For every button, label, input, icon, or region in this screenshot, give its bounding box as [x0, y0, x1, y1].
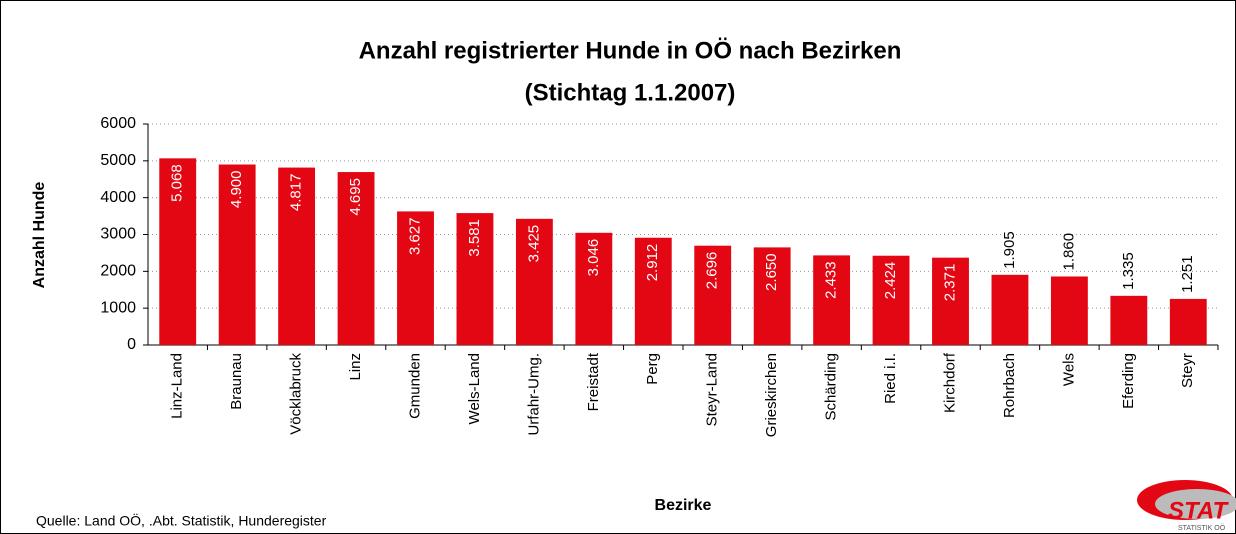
bar	[218, 164, 256, 345]
chart-subtitle: (Stichtag 1.1.2007)	[525, 79, 736, 106]
x-tick-label: Kirchdorf	[941, 352, 958, 413]
x-tick-label: Freistadt	[585, 352, 602, 411]
value-label: 2.696	[704, 252, 721, 290]
y-tick-label: 0	[127, 336, 136, 353]
logo: STAT STATISTIK OÖ	[1137, 480, 1236, 532]
value-label: 2.912	[644, 244, 661, 282]
bar	[694, 245, 732, 345]
y-tick-label: 1000	[100, 299, 136, 316]
chart-title: Anzahl registrierter Hunde in OÖ nach Be…	[359, 37, 902, 64]
value-label: 3.581	[466, 219, 483, 257]
y-tick-label: 2000	[100, 263, 136, 280]
value-label: 2.433	[823, 261, 840, 299]
value-label: 4.695	[347, 178, 364, 216]
logo-text: STAT	[1168, 497, 1229, 524]
bar	[1050, 276, 1088, 345]
bar	[515, 218, 553, 345]
bar	[932, 257, 969, 345]
bar	[1169, 298, 1207, 345]
bar	[278, 167, 316, 345]
x-tick-label: Gmunden	[406, 353, 423, 419]
bar	[159, 158, 197, 345]
logo-swoosh-inner	[1155, 489, 1236, 519]
value-label: 1.335	[1120, 252, 1137, 290]
logo-subtext: STATISTIK OÖ	[1178, 524, 1226, 532]
x-tick-label: Wels	[1060, 353, 1077, 386]
value-label: 3.425	[525, 225, 542, 263]
x-tick-label: Linz	[347, 353, 364, 381]
y-tick-label: 4000	[100, 189, 136, 206]
value-label: 2.371	[941, 264, 958, 302]
x-tick-label: Ried i.I.	[882, 353, 899, 404]
source-note: Quelle: Land OÖ, .Abt. Statistik, Hunder…	[36, 512, 327, 529]
value-label: 2.424	[882, 262, 899, 300]
x-tick-label: Wels-Land	[466, 353, 483, 424]
x-axis-label: Bezirke	[655, 497, 712, 514]
bar	[397, 211, 434, 345]
bar	[872, 255, 910, 345]
value-label: 2.650	[763, 253, 780, 291]
bar	[575, 232, 613, 345]
x-tick-label: Rohrbach	[1001, 353, 1018, 418]
bar	[991, 274, 1029, 345]
value-label: 1.860	[1060, 233, 1077, 271]
bar	[634, 237, 672, 345]
value-label: 3.046	[585, 239, 602, 277]
x-tick-label: Braunau	[228, 353, 245, 410]
value-label: 5.068	[169, 164, 186, 202]
x-tick-label: Linz-Land	[169, 353, 186, 419]
value-label: 4.817	[288, 174, 305, 212]
x-tick-label: Vöcklabruck	[288, 353, 305, 435]
bar	[813, 255, 851, 345]
bar	[337, 172, 375, 345]
bar	[456, 213, 494, 345]
y-tick-label: 5000	[100, 152, 136, 169]
x-tick-label: Steyr-Land	[704, 353, 721, 426]
x-tick-label: Urfahr-Umg.	[525, 353, 542, 436]
x-tick-label: Eferding	[1120, 353, 1137, 409]
value-label: 3.627	[406, 217, 423, 255]
y-tick-label: 3000	[100, 226, 136, 243]
y-tick-label: 6000	[100, 115, 136, 132]
x-tick-label: Steyr	[1179, 353, 1196, 388]
value-label: 4.900	[228, 171, 245, 209]
bar	[753, 247, 791, 345]
value-label: 1.251	[1179, 255, 1196, 293]
bar	[1110, 295, 1148, 345]
y-axis-label: Anzahl Hunde	[31, 182, 48, 289]
x-tick-label: Schärding	[823, 353, 840, 421]
x-tick-label: Perg	[644, 353, 661, 385]
value-label: 1.905	[1001, 231, 1018, 269]
x-tick-label: Grieskirchen	[763, 353, 780, 437]
